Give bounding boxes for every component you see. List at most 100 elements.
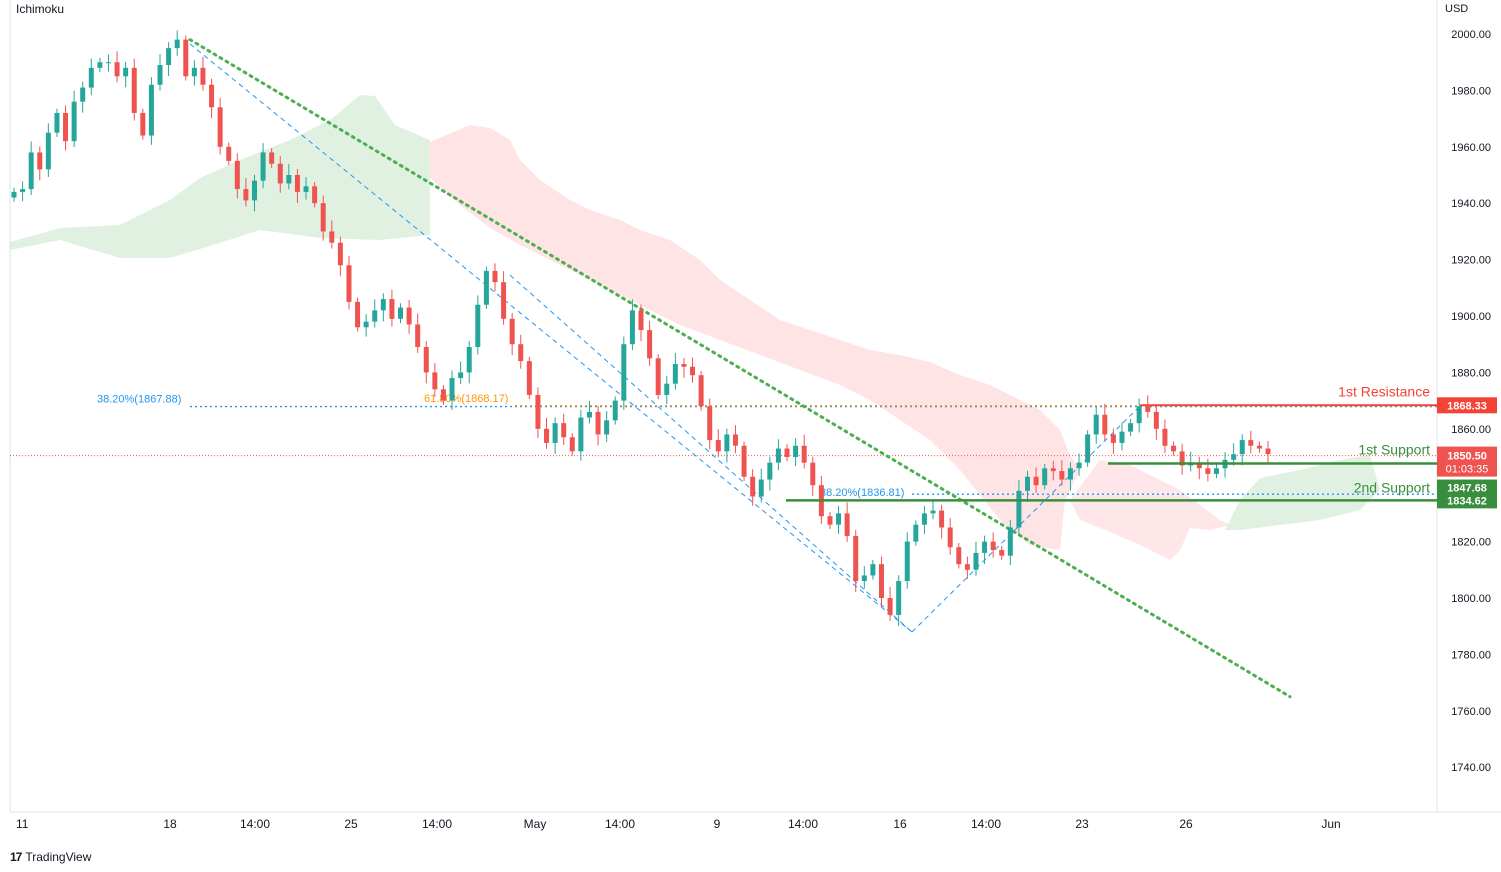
candle-body <box>526 361 532 395</box>
candle-body <box>578 417 584 452</box>
candle-body <box>956 547 962 565</box>
countdown-tag: 01:03:35 <box>1446 464 1489 476</box>
x-tick-label: 14:00 <box>240 817 270 831</box>
candle-body <box>191 67 197 77</box>
candle-body <box>1265 448 1271 455</box>
y-tick-label: 1880.00 <box>1451 367 1491 379</box>
candle-body <box>492 270 498 283</box>
y-tick-label: 1900.00 <box>1451 311 1491 323</box>
candle-body <box>1110 434 1116 443</box>
candle-body <box>11 191 17 198</box>
candle-body <box>337 242 343 266</box>
candle-body <box>810 462 816 486</box>
x-tick-label: 23 <box>1075 817 1089 831</box>
candle-body <box>913 524 919 542</box>
candle-body <box>707 406 713 441</box>
candle-body <box>45 132 51 170</box>
candle-body <box>363 321 369 328</box>
candle-body <box>1085 434 1091 463</box>
candle-body <box>672 363 678 384</box>
candle-body <box>664 383 670 395</box>
channel-line-upper <box>189 43 913 633</box>
candle-body <box>234 160 240 190</box>
candle-body <box>878 564 884 598</box>
x-tick-label: 14:00 <box>605 817 635 831</box>
candle-body <box>1162 428 1168 446</box>
candle-body <box>398 307 404 319</box>
candle-body <box>586 411 592 418</box>
candle-body <box>346 265 352 302</box>
y-tick-label: 1740.00 <box>1451 762 1491 774</box>
candle-body <box>389 299 395 319</box>
indicator-label[interactable]: Ichimoku <box>16 2 65 16</box>
downtrend-line[interactable] <box>188 38 1292 699</box>
candle-body <box>775 448 781 463</box>
candle-body <box>535 394 541 429</box>
candle-body <box>97 62 103 68</box>
candle-body <box>114 62 120 77</box>
y-tick-label: 1920.00 <box>1451 255 1491 267</box>
candle-body <box>1050 468 1056 472</box>
x-tick-label: 14:00 <box>788 817 818 831</box>
y-tick-label: 1780.00 <box>1451 649 1491 661</box>
candle-body <box>372 310 378 322</box>
candle-body <box>28 152 34 190</box>
candle-body <box>183 39 189 77</box>
candle-body <box>312 186 318 204</box>
candle-body <box>801 445 807 463</box>
candle-body <box>732 434 738 446</box>
y-tick-label: 1760.00 <box>1451 706 1491 718</box>
candle-body <box>440 389 446 401</box>
candle-body <box>483 270 489 305</box>
candle-body <box>990 541 996 551</box>
candle-body <box>715 440 721 452</box>
x-tick-label: May <box>524 817 547 831</box>
candle-body <box>1025 476 1031 491</box>
candle-body <box>71 101 77 142</box>
resistance-price-tag-bg <box>1437 397 1497 414</box>
x-tick-label: 14:00 <box>422 817 452 831</box>
candle-body <box>767 462 773 480</box>
y-tick-label: 1940.00 <box>1451 198 1491 210</box>
candle-body <box>836 513 842 525</box>
y-tick-label: 2000.00 <box>1451 29 1491 41</box>
fib-level-label: 61.80%(1868.17) <box>424 393 508 405</box>
candle-body <box>604 420 610 435</box>
candle-body <box>501 282 507 319</box>
candle-body <box>518 344 524 362</box>
candle-body <box>629 310 635 345</box>
support-2-price-tag: 1834.62 <box>1447 495 1487 507</box>
ichimoku-cloud-bear <box>430 125 1080 550</box>
candle-body <box>432 372 438 390</box>
candle-body <box>887 598 893 615</box>
candle-body <box>1102 414 1108 435</box>
x-tick-label: 26 <box>1179 817 1193 831</box>
candle-body <box>1016 490 1022 528</box>
x-tick-label: 25 <box>344 817 358 831</box>
candle-body <box>561 423 567 438</box>
ichimoku-cloud-bull-2 <box>1225 455 1380 530</box>
candle-body <box>724 434 730 452</box>
brand-logo[interactable]: 17 TradingView <box>10 850 91 864</box>
candle-body <box>930 510 936 514</box>
candle-body <box>1059 471 1065 480</box>
candle-body <box>277 163 283 184</box>
fib-level-label: 38.20%(1867.88) <box>97 394 181 406</box>
candle-body <box>853 535 859 582</box>
candle-body <box>329 231 335 243</box>
candle-body <box>131 67 137 113</box>
x-tick-label: 11 <box>16 817 29 831</box>
candle-body <box>449 378 455 401</box>
candle-body <box>1213 468 1219 474</box>
candle-body <box>844 513 850 536</box>
candle-body <box>174 39 180 49</box>
candle-body <box>1145 406 1151 412</box>
candle-body <box>148 84 154 136</box>
candle-body <box>37 152 43 170</box>
candle-body <box>294 175 300 192</box>
candle-body <box>1205 468 1211 474</box>
candle-body <box>655 358 661 395</box>
candle-body <box>105 62 111 64</box>
candle-body <box>1239 440 1245 455</box>
